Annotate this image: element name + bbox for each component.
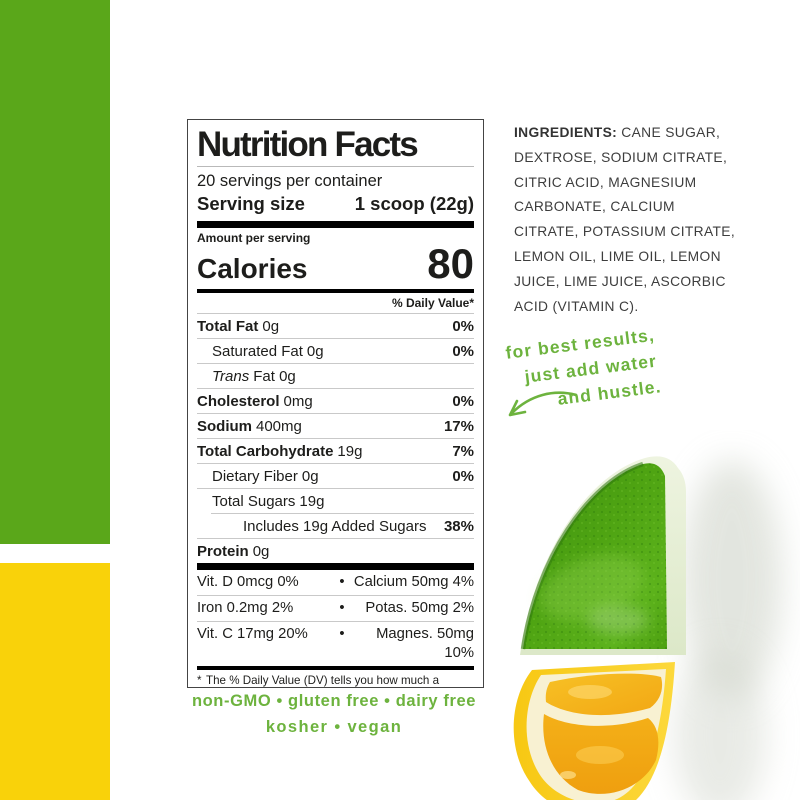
daily-value-footnote: * The % Daily Value (DV) tells you how m… bbox=[197, 670, 474, 687]
nutrient-dv: 0% bbox=[452, 392, 474, 410]
nutrient-dv: 38% bbox=[443, 517, 474, 535]
micronutrient-right: Calcium 50mg 4% bbox=[353, 574, 474, 590]
nutrient-row: Total Carbohydrate 19g 7% bbox=[197, 438, 474, 463]
nutrient-amount: 0g bbox=[301, 467, 319, 485]
nutrient-dv: 7% bbox=[452, 442, 474, 460]
bullet-separator: • bbox=[339, 574, 345, 590]
ingredients-heading: INGREDIENTS: bbox=[514, 125, 618, 140]
calories-label: Calories bbox=[197, 253, 308, 284]
nutrient-amount: 0g bbox=[252, 542, 270, 560]
nutrient-amount: 0g bbox=[262, 317, 280, 335]
nutrient-name: Cholesterol bbox=[197, 392, 280, 410]
nutrient-name: Saturated Fat bbox=[212, 342, 303, 360]
micronutrient-row: Vit. D 0mcg 0% • Calcium 50mg 4% bbox=[197, 570, 474, 595]
nutrient-row: Total Sugars 19g bbox=[197, 488, 474, 513]
nutrient-row: Cholesterol 0mg 0% bbox=[197, 388, 474, 413]
nutrient-name: Total Sugars bbox=[212, 492, 296, 510]
micronutrient-left: Vit. D 0mcg 0% bbox=[197, 574, 299, 590]
fruit-photo-area bbox=[513, 456, 782, 800]
nutrient-name: Trans bbox=[212, 367, 250, 385]
calories-value: 80 bbox=[427, 240, 474, 287]
serving-size-label: Serving size bbox=[197, 193, 305, 214]
ingredients-text: CANE SUGAR, DEXTROSE, SODIUM CITRATE, CI… bbox=[514, 125, 736, 314]
nutrient-row: Total Fat 0g 0% bbox=[197, 313, 474, 338]
nutrient-name: Total Fat bbox=[197, 317, 259, 335]
nutrient-dv: 0% bbox=[452, 317, 474, 335]
nutrient-dv: 0% bbox=[452, 467, 474, 485]
nutrient-dv: 17% bbox=[443, 417, 474, 435]
ingredients-paragraph: INGREDIENTS: CANE SUGAR, DEXTROSE, SODIU… bbox=[514, 121, 738, 319]
serving-size-value: 1 scoop (22g) bbox=[354, 193, 474, 214]
nutrient-name: Protein bbox=[197, 542, 249, 560]
nutrient-amount: 0g bbox=[306, 342, 324, 360]
micronutrient-right: Potas. 50mg 2% bbox=[365, 600, 474, 616]
nutrient-amount: 19g bbox=[337, 442, 363, 460]
daily-value-header: % Daily Value* bbox=[391, 296, 474, 310]
footnote-asterisk: * bbox=[197, 674, 202, 687]
diet-badges: non-GMO • gluten free • dairy free koshe… bbox=[183, 690, 485, 738]
thick-divider bbox=[197, 221, 474, 228]
nutrient-amount: 19g bbox=[299, 492, 325, 510]
bullet-separator: • bbox=[339, 600, 345, 616]
lime-wedge-photo bbox=[520, 456, 686, 655]
micronutrient-row: Iron 0.2mg 2% • Potas. 50mg 2% bbox=[197, 595, 474, 621]
nutrient-name: Total Carbohydrate bbox=[197, 442, 334, 460]
yellow-color-block bbox=[0, 563, 110, 800]
footnote-text: The % Daily Value (DV) tells you how muc… bbox=[206, 674, 440, 687]
micronutrient-left: Vit. C 17mg 20% bbox=[197, 626, 308, 642]
thick-divider bbox=[197, 563, 474, 570]
nutrient-name: Sodium bbox=[197, 417, 252, 435]
nutrient-name: Includes 19g Added Sugars bbox=[243, 517, 427, 535]
micronutrient-right: Magnes. 50mg 10% bbox=[376, 626, 474, 661]
servings-per-container: 20 servings per container bbox=[197, 172, 383, 190]
curved-arrow-icon bbox=[508, 391, 578, 417]
nutrient-row: Trans Fat 0g bbox=[197, 363, 474, 388]
nutrient-row: Sodium 400mg 17% bbox=[197, 413, 474, 438]
badges-line: non-GMO • gluten free • dairy free bbox=[191, 692, 477, 710]
lemon-slice-photo bbox=[513, 662, 675, 800]
nutrient-amount: 0mg bbox=[283, 392, 313, 410]
nutrient-amount: Fat 0g bbox=[253, 367, 296, 385]
nutrition-facts-label: Nutrition Facts 20 servings per containe… bbox=[187, 119, 484, 688]
bullet-separator: • bbox=[339, 626, 345, 642]
calories-row: Calories 80 bbox=[197, 240, 474, 289]
badges-line: kosher • vegan bbox=[265, 718, 403, 736]
nutrient-row: Protein 0g bbox=[197, 538, 474, 563]
micronutrient-row: Vit. C 17mg 20% • Magnes. 50mg 10% bbox=[197, 621, 474, 666]
nutrient-name: Dietary Fiber bbox=[212, 467, 298, 485]
nutrient-amount: 400mg bbox=[256, 417, 302, 435]
micronutrient-left: Iron 0.2mg 2% bbox=[197, 600, 294, 616]
nutrient-dv: 0% bbox=[452, 342, 474, 360]
nutrient-row: Saturated Fat 0g 0% bbox=[197, 338, 474, 363]
nutrient-row: Dietary Fiber 0g 0% bbox=[197, 463, 474, 488]
medium-divider bbox=[197, 666, 474, 670]
label-title: Nutrition Facts bbox=[197, 125, 474, 167]
serving-size-row: Serving size 1 scoop (22g) bbox=[197, 191, 474, 221]
medium-divider bbox=[197, 289, 474, 293]
amount-per-serving-label: Amount per serving bbox=[197, 231, 311, 245]
photo-shadow bbox=[674, 460, 782, 800]
green-color-block bbox=[0, 0, 110, 544]
nutrient-row: Includes 19g Added Sugars 38% bbox=[211, 513, 474, 538]
